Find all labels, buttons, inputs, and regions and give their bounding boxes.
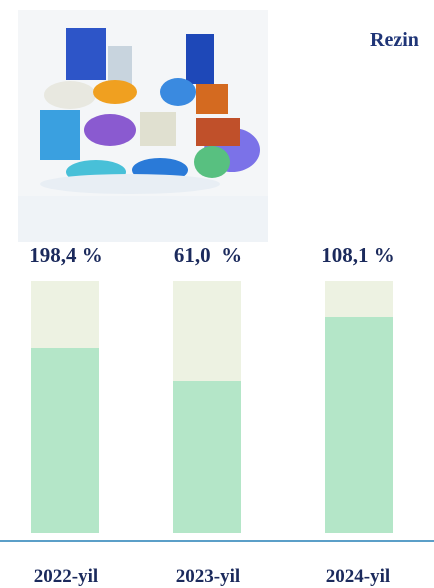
value-label: 61,0 % [174,243,242,267]
year-label: 2024-yil [326,566,390,587]
value-label: 198,4 % [29,243,103,267]
title: Rezin [370,29,419,51]
bar [173,381,241,533]
bar [325,317,393,533]
year-label: 2023-yil [176,566,240,587]
product-image [18,10,268,242]
value-label: 108,1 % [321,243,395,267]
bar [31,348,99,533]
year-label: 2022-yil [34,566,98,587]
